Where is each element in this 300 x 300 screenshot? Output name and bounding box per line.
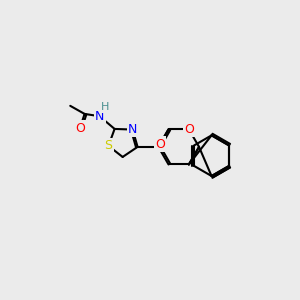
Text: O: O: [155, 138, 165, 151]
Text: S: S: [104, 140, 112, 152]
Text: O: O: [184, 123, 194, 136]
Text: O: O: [75, 122, 85, 135]
Text: N: N: [128, 123, 137, 136]
Text: N: N: [95, 110, 104, 123]
Text: H: H: [101, 101, 110, 112]
